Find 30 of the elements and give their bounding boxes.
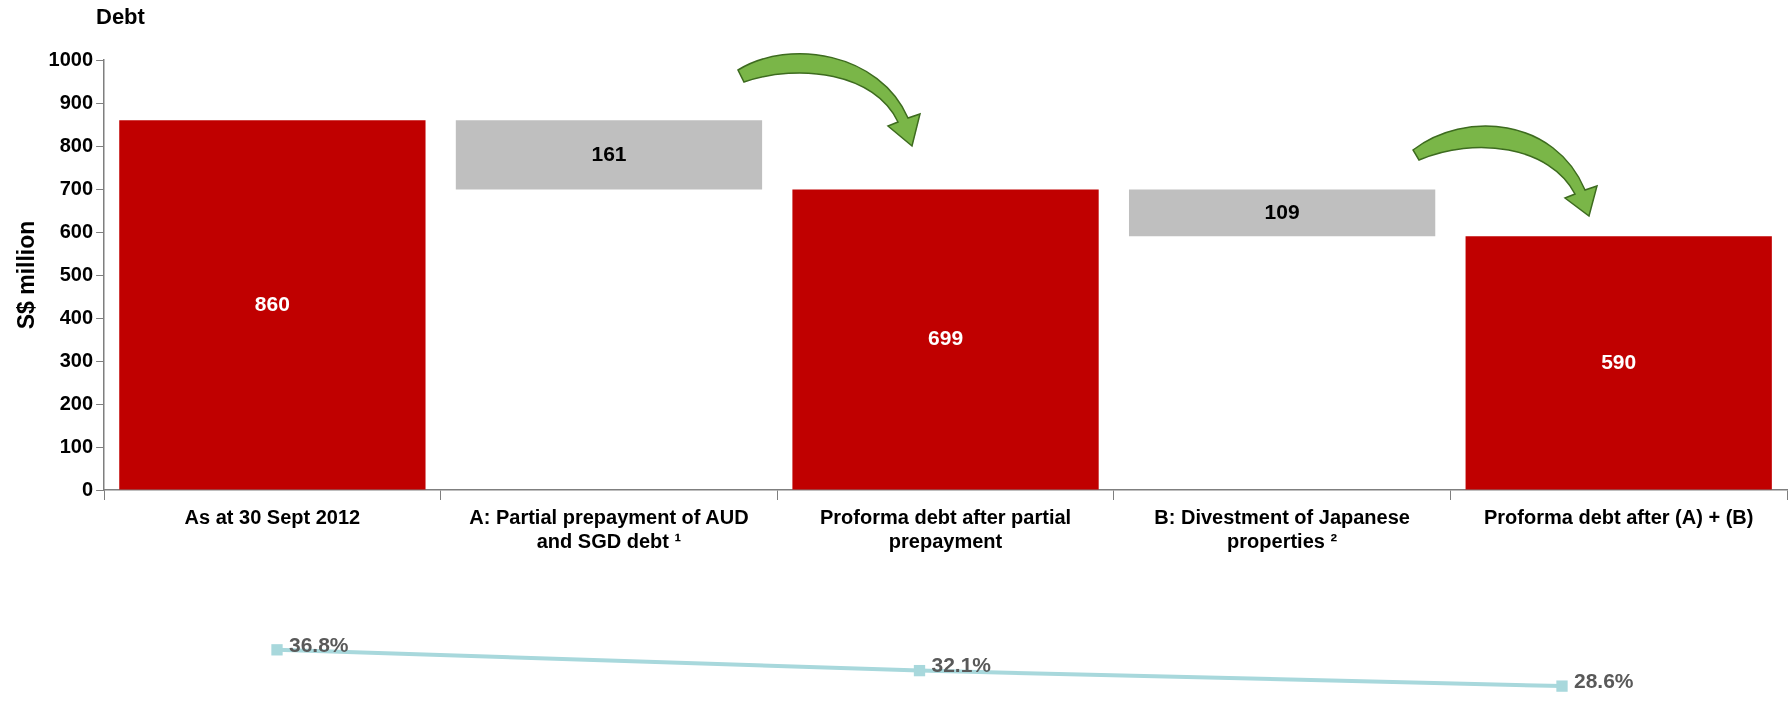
y-tick-label: 400	[59, 305, 94, 328]
data-label: 860	[254, 291, 290, 315]
x-tick-label: A: Partial prepayment of AUD and SGD debt ¹	[469, 505, 749, 552]
data-label: 109	[1264, 199, 1300, 223]
x-tick-label: B: Divestment of Japanese properties ²	[1154, 505, 1410, 552]
y-tick-label: 300	[59, 348, 94, 371]
y-tick-label: 900	[59, 90, 94, 113]
bar	[792, 189, 1099, 490]
x-tick-label: Proforma debt after partial prepayment	[819, 505, 1072, 552]
data-label: 161	[591, 141, 627, 165]
data-label: 32.1%	[931, 653, 992, 677]
y-tick-label: 800	[59, 133, 94, 156]
x-tick-label: Proforma debt after (A) + (B)	[1483, 505, 1754, 528]
data-label: 699	[928, 326, 964, 350]
y-tick-label: 0	[81, 477, 94, 500]
y-tick-label: 500	[59, 262, 94, 285]
chart-title: Debt	[96, 4, 145, 30]
y-axis-title: S$ million	[13, 220, 40, 330]
bar	[1465, 236, 1772, 490]
y-tick-label: 100	[59, 434, 94, 457]
data-label: 590	[1601, 349, 1637, 373]
y-tick-label: 200	[59, 391, 94, 414]
y-tick-label: 600	[59, 219, 94, 242]
bar	[455, 120, 763, 190]
y-tick-label: 1000	[48, 47, 94, 70]
data-label: 36.8%	[289, 632, 349, 656]
x-tick-label: As at 30 Sept 2012	[184, 505, 361, 528]
data-label: 28.6%	[1574, 668, 1634, 692]
bar	[119, 120, 426, 490]
y-tick-label: 700	[59, 176, 94, 199]
